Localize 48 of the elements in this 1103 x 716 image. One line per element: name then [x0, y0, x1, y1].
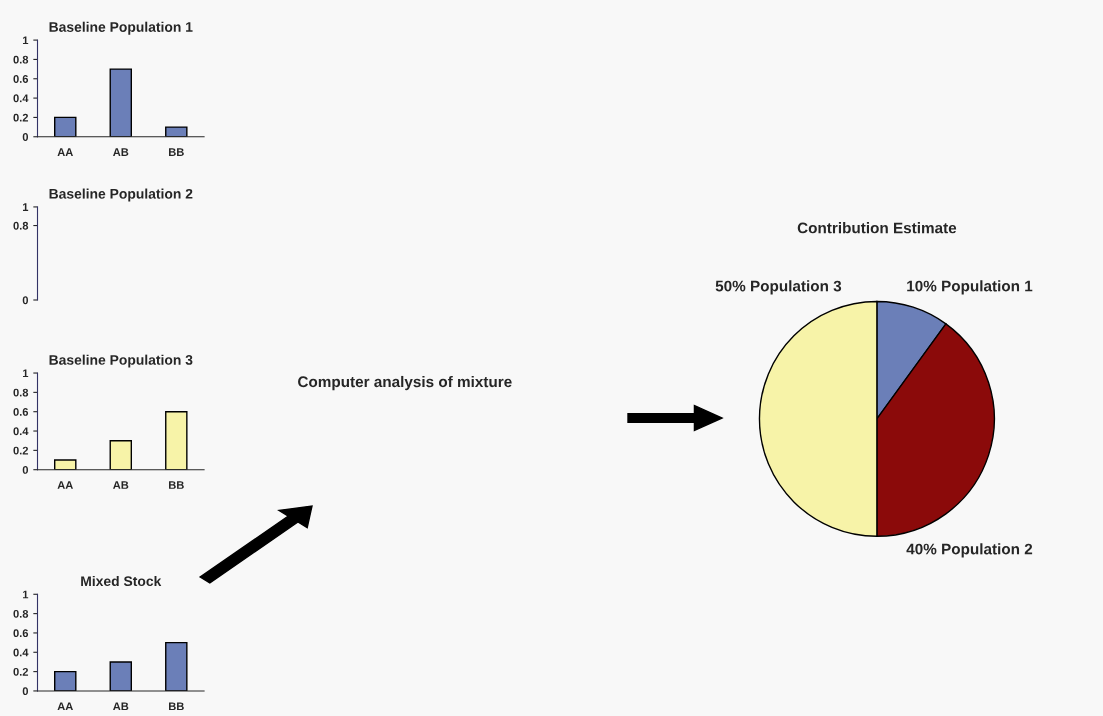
y-tick-label: 0 — [22, 687, 29, 696]
y-tick-label: 0.6 — [13, 629, 29, 638]
y-tick-label: 0.2 — [13, 667, 29, 676]
y-tick-label: 0.4 — [13, 427, 29, 436]
x-tick-label: BB — [169, 702, 184, 711]
chart-title: Baseline Population 3 — [49, 354, 193, 368]
bar — [54, 116, 77, 137]
bar — [165, 126, 188, 137]
y-tick-label: 0.8 — [13, 388, 29, 397]
y-tick-label: 1 — [23, 590, 29, 599]
bar — [165, 641, 188, 691]
bar — [54, 459, 77, 470]
y-tick-label: 0 — [22, 465, 29, 474]
y-tick-label: 0.6 — [13, 75, 29, 83]
y-tick-label: 0.8 — [13, 221, 29, 230]
y-tick-label: 0.8 — [13, 55, 29, 64]
y-tick-label: 0.4 — [13, 94, 29, 103]
x-tick-label: BB — [169, 481, 184, 489]
x-tick-label: BB — [169, 148, 184, 156]
bar — [109, 661, 133, 691]
chart-title: Mixed Stock — [81, 575, 162, 587]
chart-title: Contribution Estimate — [797, 222, 957, 234]
y-tick-label: 0.8 — [13, 609, 29, 618]
y-tick-label: 1 — [23, 369, 29, 378]
y-tick-label: 0.4 — [13, 648, 29, 657]
y-tick-label: 0.2 — [13, 113, 29, 122]
chart-title: Baseline Population 2 — [49, 188, 193, 202]
x-tick-label: AA — [57, 702, 73, 711]
y-tick-label: 0.2 — [13, 446, 29, 455]
bar — [165, 411, 188, 470]
x-tick-label: AA — [57, 481, 73, 489]
slice-label: 10% Population 1 — [907, 280, 1033, 295]
text: Computer analysis of mixture — [298, 375, 512, 391]
bar — [54, 670, 77, 691]
x-tick-label: AB — [113, 702, 129, 711]
x-tick-label: AB — [113, 481, 129, 489]
slice-label: 40% Population 2 — [906, 543, 1033, 558]
slice-label: 50% Population 3 — [715, 280, 842, 295]
chart-title: Baseline Population 1 — [49, 21, 193, 35]
y-tick-label: 0 — [22, 133, 29, 141]
y-tick-label: 1 — [23, 36, 29, 45]
bar — [109, 68, 133, 137]
y-tick-label: 0 — [22, 296, 29, 305]
bar — [109, 440, 133, 470]
x-tick-label: AA — [57, 148, 73, 156]
y-tick-label: 0.6 — [13, 407, 29, 416]
x-tick-label: AB — [113, 148, 129, 156]
y-tick-label: 1 — [23, 203, 29, 211]
